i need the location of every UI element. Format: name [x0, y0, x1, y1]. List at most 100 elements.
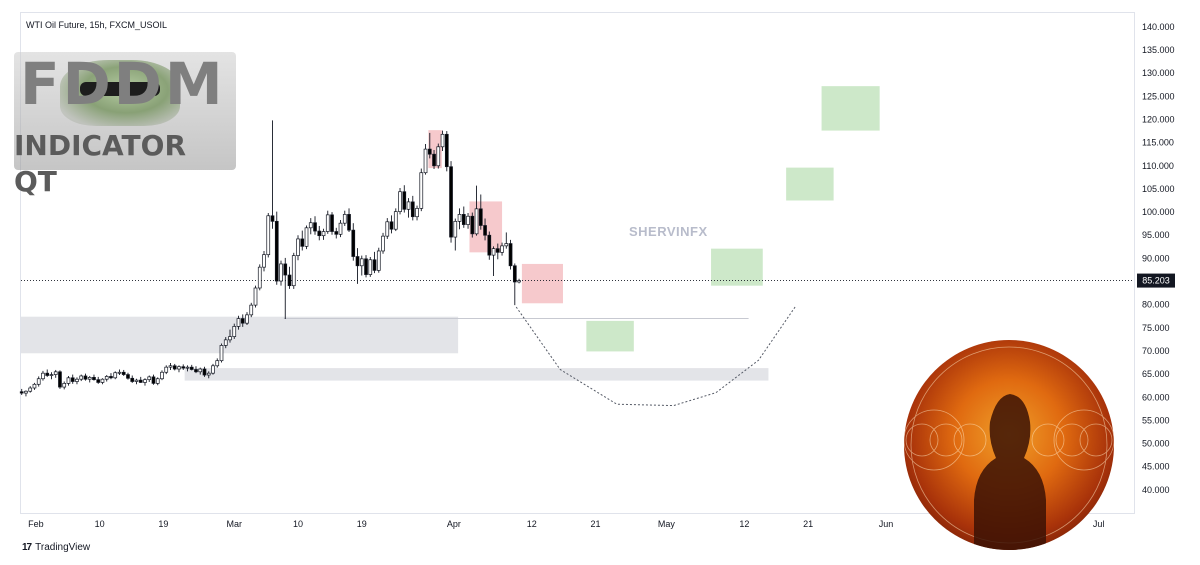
x-tick-label: 21	[591, 519, 601, 529]
candle-up	[155, 378, 160, 384]
candle-down	[449, 166, 453, 238]
candle-up	[291, 255, 296, 287]
y-tick-label: 90.000	[1142, 253, 1170, 263]
candle-up	[436, 146, 441, 167]
candle-down	[172, 365, 177, 370]
candle-up	[219, 345, 224, 362]
candle-up	[474, 208, 479, 235]
candle-up	[41, 372, 45, 380]
candle-up	[53, 371, 58, 375]
y-tick-label: 95.000	[1142, 230, 1170, 240]
candle-down	[240, 318, 245, 324]
candle-up	[381, 235, 385, 252]
candle-up	[457, 214, 462, 222]
candle-down	[389, 221, 394, 230]
tradingview-footer[interactable]: 17 TradingView	[22, 542, 90, 553]
candle-up	[321, 231, 326, 237]
candle-down	[461, 214, 466, 225]
candle-up	[104, 376, 109, 380]
candle-up	[66, 377, 71, 384]
candle-up	[500, 245, 504, 253]
y-tick-label: 105.000	[1142, 184, 1175, 194]
candle-down	[92, 377, 96, 381]
logo-line1: FDDM	[20, 50, 226, 118]
y-tick-label: 45.000	[1142, 462, 1170, 472]
candle-down	[202, 368, 207, 376]
candle-up	[342, 214, 347, 224]
candle-down	[355, 256, 360, 267]
sunglasses-icon	[80, 82, 160, 96]
candle-up	[143, 379, 147, 383]
candle-up	[338, 222, 343, 235]
x-tick-label: Apr	[447, 519, 461, 529]
candle-up	[215, 360, 220, 367]
candle-down	[478, 208, 483, 226]
x-tick-label: 19	[158, 519, 168, 529]
symbol-title[interactable]: WTI Oil Future, 15h, FXCM_USOIL	[26, 20, 168, 30]
candle-up	[36, 378, 41, 385]
candle-down	[347, 214, 351, 231]
candle-down	[151, 376, 156, 384]
y-tick-label: 40.000	[1142, 485, 1170, 495]
candle-down	[19, 391, 24, 394]
candle-down	[126, 374, 130, 379]
candle-up	[296, 238, 300, 256]
candle-up	[279, 263, 283, 282]
candle-down	[483, 225, 487, 236]
candle-down	[410, 201, 415, 218]
candle-down	[427, 148, 432, 155]
candle-up	[257, 266, 262, 289]
candle-down	[372, 259, 377, 271]
candle-up	[419, 172, 424, 209]
candle-up	[440, 133, 445, 148]
x-tick-label: May	[658, 519, 676, 529]
y-tick-label: 100.000	[1142, 207, 1175, 217]
candle-up	[245, 314, 249, 324]
y-tick-label: 60.000	[1142, 392, 1170, 402]
candle-down	[189, 366, 194, 370]
candle-up	[517, 280, 521, 283]
candle-up	[198, 368, 203, 373]
candle-down	[274, 220, 279, 282]
chart-frame	[20, 12, 1135, 514]
x-tick-label: Jun	[879, 519, 894, 529]
y-tick-label: 55.000	[1142, 415, 1170, 425]
candle-up	[79, 375, 84, 380]
y-tick-label: 50.000	[1142, 439, 1170, 449]
y-tick-label: 115.000	[1142, 138, 1174, 148]
candle-down	[194, 369, 198, 373]
y-tick-label: 135.000	[1142, 45, 1175, 55]
x-tick-label: 10	[95, 519, 105, 529]
candle-down	[330, 214, 334, 232]
candle-up	[28, 387, 33, 392]
candle-up	[228, 336, 232, 341]
author-avatar	[904, 340, 1114, 550]
candle-down	[444, 133, 449, 168]
candle-down	[300, 238, 305, 247]
x-tick-label: 12	[527, 519, 537, 529]
candle-up	[100, 378, 105, 383]
candle-down	[495, 248, 500, 253]
candle-down	[45, 372, 50, 376]
fddm-logo: FDDM INDICATOR QT	[14, 50, 236, 198]
y-tick-label: 75.000	[1142, 323, 1170, 333]
author-watermark: SHERVINFX	[629, 224, 708, 239]
candle-up	[393, 211, 398, 230]
candle-up	[24, 390, 28, 394]
y-tick-label: 65.000	[1142, 369, 1170, 379]
candle-up	[253, 287, 258, 306]
candle-up	[211, 365, 215, 374]
candle-down	[83, 375, 88, 380]
x-tick-label: 19	[357, 519, 367, 529]
candle-up	[304, 227, 309, 247]
sell-zone	[521, 263, 563, 304]
candle-up	[368, 259, 373, 275]
candle-up	[415, 208, 419, 218]
candle-down	[313, 222, 317, 232]
x-tick-label: 10	[293, 519, 303, 529]
candle-down	[334, 231, 339, 235]
candle-down	[58, 371, 62, 388]
candle-down	[317, 230, 322, 237]
candle-down	[351, 229, 356, 257]
